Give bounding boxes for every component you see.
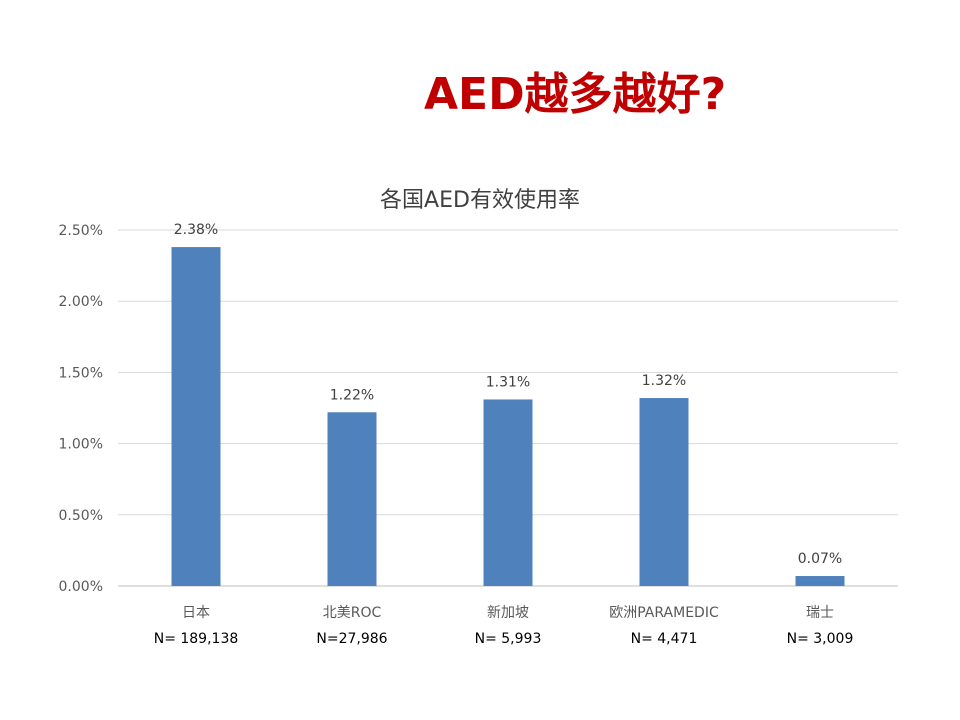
x-tick-label: 瑞士	[806, 605, 834, 621]
bar	[483, 399, 533, 586]
x-tick-label: 新加坡	[487, 605, 529, 621]
sample-size-label: N=27,986	[316, 631, 387, 647]
bar	[639, 398, 689, 586]
y-tick-label: 1.50%	[59, 365, 103, 381]
data-label: 1.31%	[486, 374, 530, 390]
x-tick-label: 北美ROC	[323, 605, 382, 621]
data-label: 1.22%	[330, 387, 374, 403]
y-tick-label: 2.50%	[59, 223, 103, 239]
sample-size-label: N= 3,009	[787, 631, 854, 647]
data-label: 0.07%	[798, 551, 842, 567]
sample-size-label: N= 5,993	[475, 631, 542, 647]
y-tick-label: 1.00%	[59, 437, 103, 453]
y-tick-label: 2.00%	[59, 294, 103, 310]
bar	[795, 576, 845, 586]
data-label: 2.38%	[174, 222, 218, 238]
bar	[327, 412, 377, 586]
x-tick-label: 欧洲PARAMEDIC	[609, 605, 719, 621]
y-tick-label: 0.00%	[59, 579, 103, 595]
chart-title: 各国AED有效使用率	[380, 188, 580, 213]
sample-size-label: N= 4,471	[631, 631, 698, 647]
x-tick-label: 日本	[182, 605, 210, 621]
data-label: 1.32%	[642, 373, 686, 389]
sample-size-label: N= 189,138	[154, 631, 239, 647]
y-tick-label: 0.50%	[59, 508, 103, 524]
slide-title: AED越多越好?	[424, 69, 727, 120]
bar	[171, 247, 221, 586]
